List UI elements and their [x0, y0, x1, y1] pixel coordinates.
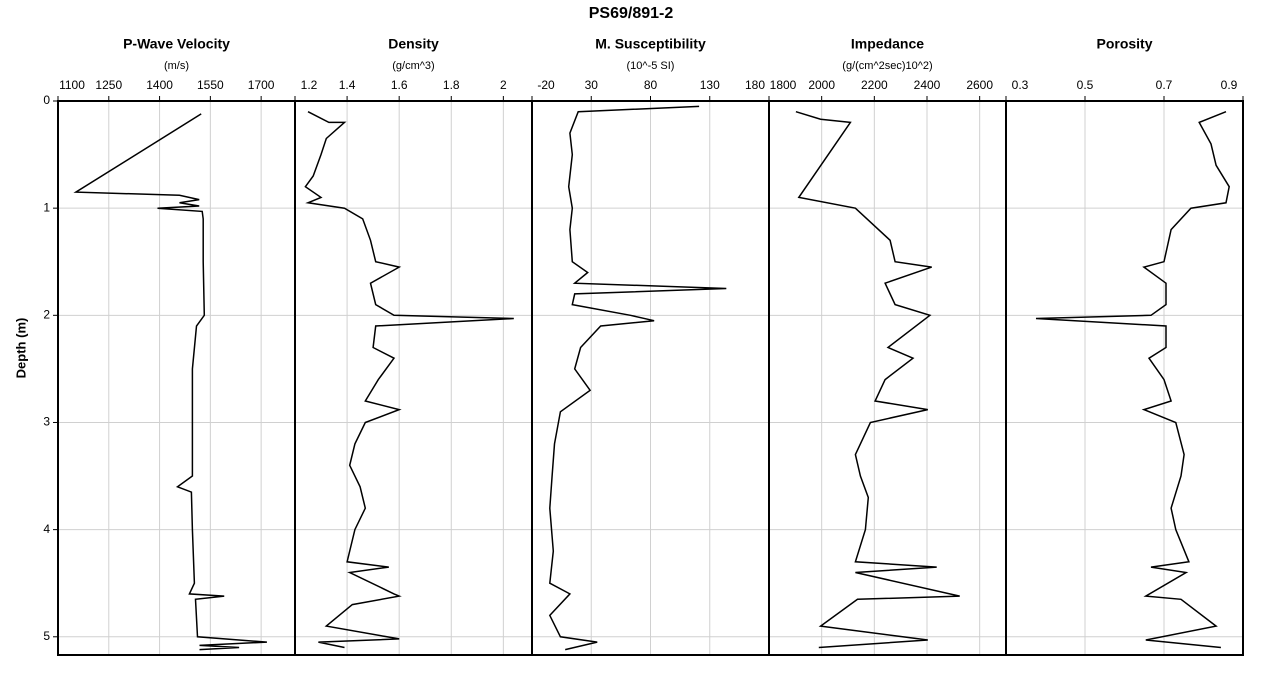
log-line — [73, 113, 267, 651]
panel-subtitle: (m/s) — [164, 60, 189, 72]
panel-subtitle: (g/(cm^2sec)10^2) — [842, 60, 932, 72]
x-tick-label: 1.4 — [339, 78, 356, 92]
y-axis-label: Depth (m) — [13, 318, 28, 379]
y-tick-label: 2 — [43, 307, 50, 321]
x-tick-label: 1100 — [59, 78, 85, 92]
x-tick-label: 130 — [700, 78, 720, 92]
panel-title: Impedance — [851, 36, 924, 52]
panel-subtitle: (g/cm^3) — [392, 60, 434, 72]
panel-title: Porosity — [1096, 36, 1152, 52]
x-tick-label: 1250 — [95, 78, 122, 92]
x-tick-label: 30 — [585, 78, 599, 92]
log-line — [795, 110, 960, 649]
x-tick-label: 2600 — [966, 78, 993, 92]
y-tick-label: 0 — [43, 93, 50, 107]
y-tick-label: 3 — [43, 415, 50, 429]
x-tick-label: 0.3 — [1012, 78, 1029, 92]
x-tick-label: 1550 — [197, 78, 224, 92]
x-tick-label: 2200 — [861, 78, 888, 92]
x-tick-label: 180 — [745, 78, 765, 92]
log-line — [548, 105, 727, 651]
chart-title: PS69/891-2 — [589, 5, 674, 22]
panel-frame — [57, 100, 296, 656]
x-tick-label: 1.2 — [301, 78, 318, 92]
x-tick-label: 1.8 — [443, 78, 460, 92]
x-tick-label: 0.7 — [1156, 78, 1173, 92]
y-tick-label: 5 — [43, 629, 50, 643]
x-tick-label: 2 — [500, 78, 507, 92]
x-tick-label: 2400 — [914, 78, 941, 92]
panel-title: P-Wave Velocity — [123, 36, 230, 52]
panel-title: M. Susceptibility — [595, 36, 706, 52]
panel-frame — [1005, 100, 1244, 656]
log-line — [1035, 111, 1230, 649]
x-tick-label: 1400 — [146, 78, 173, 92]
x-tick-label: 0.5 — [1077, 78, 1094, 92]
x-tick-label: 1800 — [770, 78, 797, 92]
y-tick-label: 4 — [43, 522, 50, 536]
y-tick-label: 1 — [43, 200, 50, 214]
x-tick-label: 1700 — [248, 78, 275, 92]
panel-frame — [294, 100, 533, 656]
x-tick-label: 1.6 — [391, 78, 408, 92]
panel-title: Density — [388, 36, 439, 52]
x-tick-label: 0.9 — [1221, 78, 1238, 92]
x-tick-label: 80 — [644, 78, 658, 92]
x-tick-label: 2000 — [808, 78, 835, 92]
log-line — [304, 111, 514, 649]
panel-subtitle: (10^-5 SI) — [627, 60, 675, 72]
x-tick-label: -20 — [537, 78, 555, 92]
